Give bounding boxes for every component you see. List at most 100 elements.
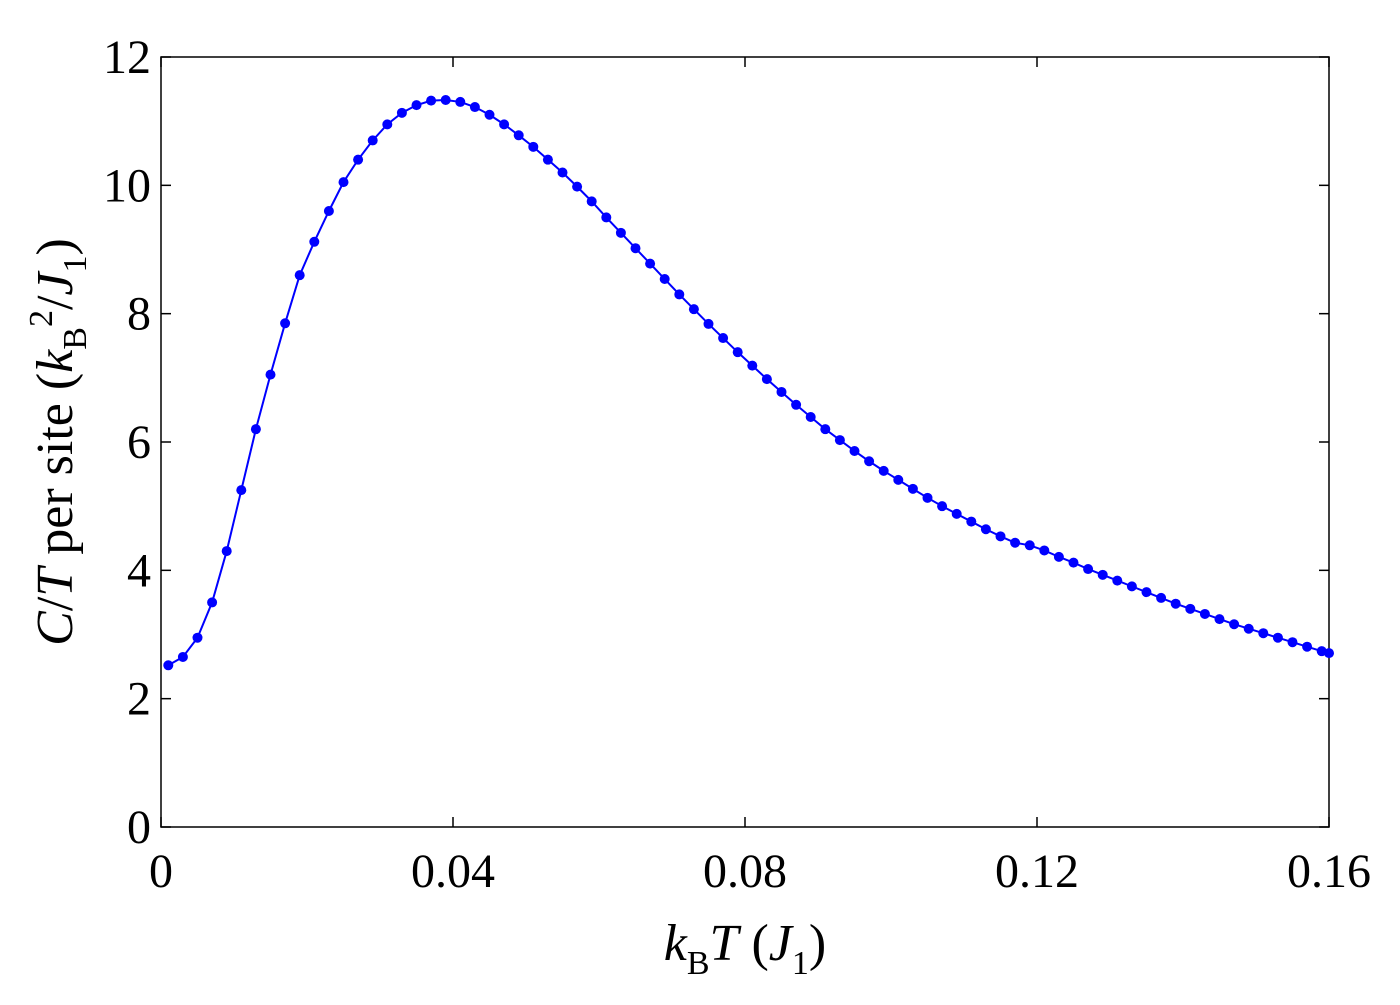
data-point: [907, 483, 918, 494]
data-point: [586, 196, 597, 207]
data-point: [236, 485, 247, 496]
data-point: [1302, 641, 1313, 652]
data-point: [703, 318, 714, 329]
ylabel-part: ): [27, 238, 84, 255]
data-point: [338, 177, 349, 188]
data-point: [221, 546, 232, 557]
ylabel-part: 2: [23, 310, 60, 327]
data-point: [937, 501, 948, 512]
ylabel-part: B: [57, 327, 94, 350]
xlabel-part: (: [738, 915, 768, 972]
data-point: [1243, 623, 1254, 634]
y-tick-label: 4: [127, 544, 151, 597]
data-point: [1126, 581, 1137, 592]
xlabel: kBT (J1): [664, 915, 826, 982]
data-point: [1199, 608, 1210, 619]
data-point: [1214, 614, 1225, 625]
data-point: [688, 304, 699, 315]
data-point: [995, 531, 1006, 542]
data-point: [207, 597, 218, 608]
data-point: [834, 435, 845, 446]
data-point: [411, 100, 422, 111]
data-point: [440, 94, 451, 105]
data-point: [280, 318, 291, 329]
ylabel-part: /: [27, 295, 84, 310]
data-point: [1170, 598, 1181, 609]
x-tick-label: 0.08: [703, 845, 787, 898]
data-point: [1258, 628, 1269, 639]
xlabel-part: 1: [792, 945, 809, 982]
data-point: [849, 445, 860, 456]
ylabel-part: per site (: [27, 373, 84, 568]
data-point: [265, 369, 276, 380]
data-point: [820, 424, 831, 435]
data-point: [163, 660, 174, 671]
y-tick-label: 10: [103, 159, 151, 212]
data-point: [1010, 537, 1021, 548]
data-point: [192, 632, 203, 643]
data-point: [630, 243, 641, 254]
data-point: [864, 456, 875, 467]
data-point: [615, 227, 626, 238]
data-point: [513, 130, 524, 141]
y-tick-label: 12: [103, 31, 151, 84]
data-point: [878, 465, 889, 476]
data-point: [1112, 575, 1123, 586]
data-point: [396, 107, 407, 118]
data-point: [572, 181, 583, 192]
data-point: [528, 141, 539, 152]
data-point: [1024, 540, 1035, 551]
data-point: [294, 270, 305, 281]
data-point: [1156, 592, 1167, 603]
plot-frame: [160, 56, 1330, 828]
data-point: [966, 516, 977, 527]
data-point: [1141, 587, 1152, 598]
data-point: [893, 474, 904, 485]
data-point: [499, 119, 510, 130]
data-point: [761, 374, 772, 385]
data-point: [542, 154, 553, 165]
xlabel-part: T: [710, 915, 742, 972]
xlabel-part: ): [809, 915, 826, 972]
xlabel-part: k: [664, 915, 688, 972]
data-point: [805, 411, 816, 422]
data-point: [1053, 551, 1064, 562]
data-point: [922, 492, 933, 503]
y-tick-label: 6: [127, 416, 151, 469]
data-point: [732, 347, 743, 358]
ylabel-part: J: [27, 270, 84, 296]
data-point: [1272, 632, 1283, 643]
data-point: [601, 212, 612, 223]
data-point: [1229, 619, 1240, 630]
data-point: [1039, 545, 1050, 556]
data-point: [659, 274, 670, 285]
data-point: [674, 289, 685, 300]
ylabel: C/T per site (kB2/J1): [23, 238, 94, 646]
data-point: [791, 399, 802, 410]
data-point: [718, 333, 729, 344]
data-point: [177, 651, 188, 662]
data-point: [645, 258, 656, 269]
data-point: [557, 167, 568, 178]
data-point: [1287, 637, 1298, 648]
x-tick-label: 0.04: [411, 845, 495, 898]
data-point: [382, 119, 393, 130]
data-point: [250, 424, 261, 435]
data-point: [980, 524, 991, 535]
data-point: [1324, 648, 1334, 659]
x-tick-label: 0.12: [995, 845, 1079, 898]
y-tick-label: 8: [127, 288, 151, 341]
ylabel-part: C: [27, 610, 84, 646]
data-point: [1083, 564, 1094, 575]
data-point: [309, 236, 320, 247]
data-point: [951, 508, 962, 519]
data-point: [469, 102, 480, 113]
y-tick-label: 0: [127, 801, 151, 854]
ylabel-part: 1: [57, 256, 94, 273]
data-point: [353, 154, 364, 165]
data-point: [776, 386, 787, 397]
y-tick-label: 2: [127, 673, 151, 726]
xlabel-part: J: [769, 915, 795, 972]
data-point: [484, 109, 495, 120]
